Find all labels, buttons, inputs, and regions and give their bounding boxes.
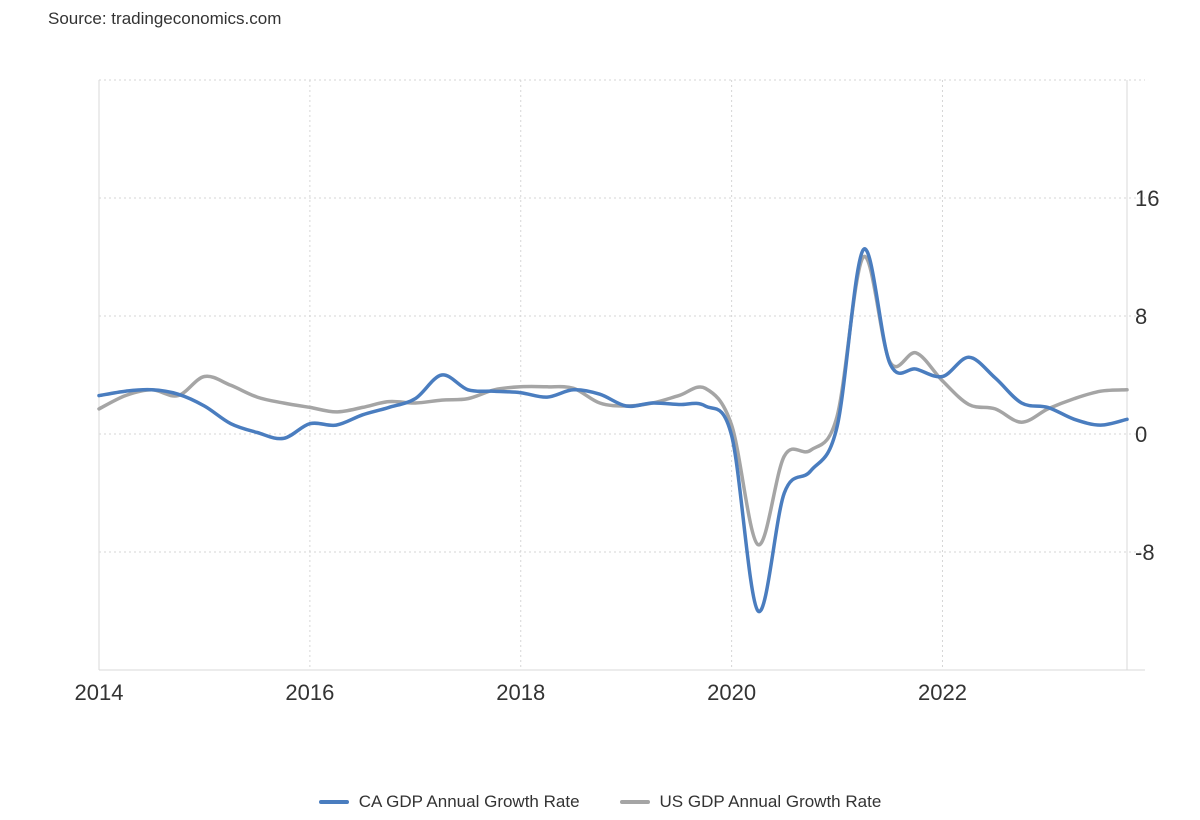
grid-layer: [99, 79, 1145, 670]
legend-item-ca[interactable]: CA GDP Annual Growth Rate: [318, 792, 580, 812]
line-chart: -8 0 8 16 2014 2016 2018 2020 2022: [75, 79, 1159, 705]
y-tick-label: 16: [1135, 186, 1159, 211]
legend: CA GDP Annual Growth Rate US GDP Annual …: [0, 792, 1200, 812]
legend-label-us: US GDP Annual Growth Rate: [659, 792, 882, 811]
legend-swatch-us: [619, 800, 650, 804]
legend-item-us[interactable]: US GDP Annual Growth Rate: [619, 792, 882, 812]
series-layer: [97, 247, 1129, 613]
source-label: Source: tradingeconomics.com: [48, 9, 282, 28]
x-tick-label: 2014: [75, 680, 124, 705]
x-tick-label: 2022: [918, 680, 967, 705]
y-tick-labels: -8 0 8 16: [1135, 186, 1159, 565]
x-tick-label: 2016: [285, 680, 334, 705]
y-tick-label: 8: [1135, 304, 1147, 329]
legend-swatch-ca: [318, 800, 349, 804]
axis-layer: [98, 80, 1145, 671]
y-tick-label: -8: [1135, 540, 1155, 565]
x-tick-label: 2020: [707, 680, 756, 705]
x-tick-labels: 2014 2016 2018 2020 2022: [75, 680, 967, 705]
y-tick-label: 0: [1135, 422, 1147, 447]
series-line-ca: [97, 247, 1129, 613]
legend-label-ca: CA GDP Annual Growth Rate: [358, 792, 580, 811]
x-tick-label: 2018: [496, 680, 545, 705]
